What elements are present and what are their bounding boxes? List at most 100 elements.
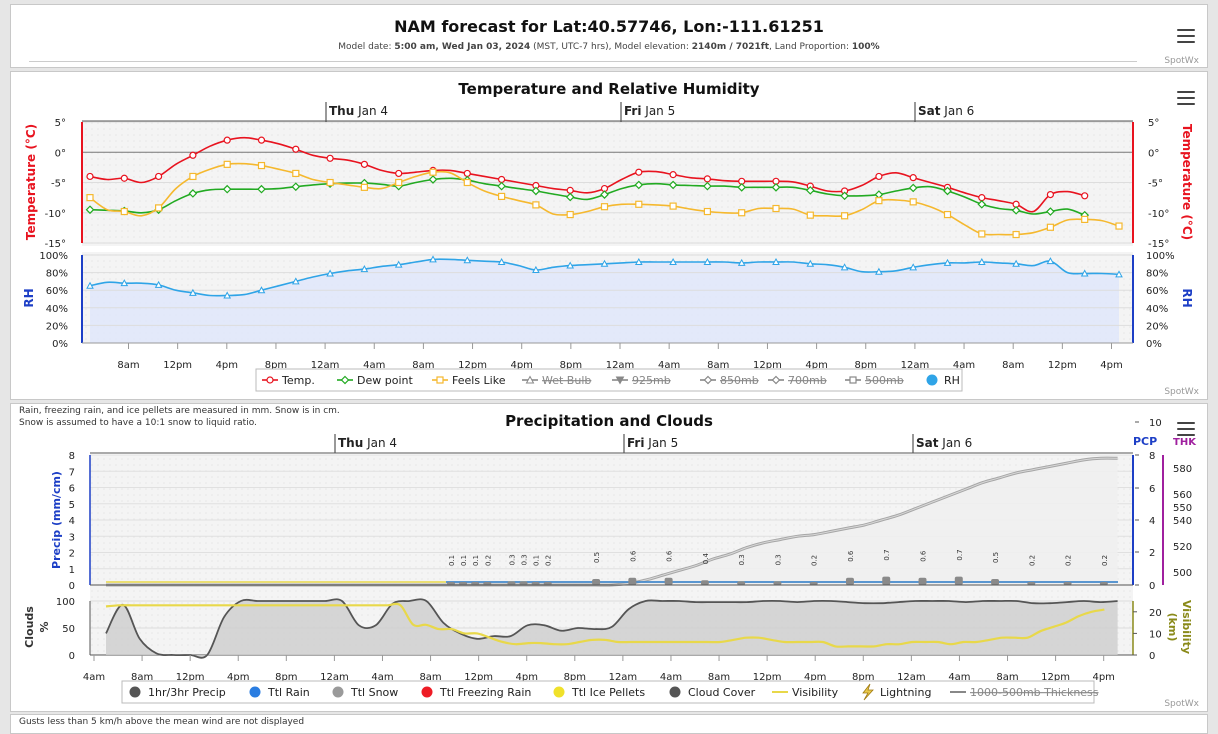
rh-point — [566, 261, 575, 269]
rh-point — [360, 265, 369, 273]
pcp-axis-title: PCP — [1133, 435, 1157, 448]
precip-bar-label: 0.3 — [774, 554, 782, 565]
model-elevation: 2140m / 7021ft — [691, 42, 770, 52]
legend-icon — [615, 376, 625, 385]
data-point — [120, 174, 128, 182]
legend-item[interactable]: 1hr/3hr Precip — [148, 686, 226, 699]
legend-icon — [669, 686, 681, 698]
rh-point — [463, 256, 472, 264]
x-tick-label: 8pm — [855, 360, 877, 371]
x-tick-label: 4pm — [805, 360, 827, 371]
rh-point — [669, 257, 677, 266]
footer-panel: Gusts less than 5 km/h above the mean wi… — [10, 714, 1208, 734]
header-menu-icon[interactable] — [1177, 29, 1195, 43]
data-point — [1081, 192, 1089, 200]
legend-item[interactable]: Visibility — [792, 686, 839, 699]
data-point — [668, 180, 678, 190]
legend-item[interactable]: 850mb — [720, 374, 759, 387]
legend-item[interactable]: Lightning — [880, 686, 931, 699]
legend-item[interactable]: Ttl Ice Pellets — [571, 686, 645, 699]
legend-icon — [249, 686, 261, 698]
legend-item[interactable]: Ttl Rain — [267, 686, 310, 699]
rh-tick-label: 100% — [39, 251, 68, 262]
precip-bar — [531, 582, 540, 585]
series-line-dew-point — [89, 177, 1085, 216]
header-divider — [29, 61, 1137, 62]
model-info: Model date: 5:00 am, Wed Jan 03, 2024 (M… — [11, 42, 1207, 52]
rh-point — [909, 263, 918, 271]
vis-tick-label: 0 — [1149, 651, 1155, 662]
data-point — [188, 189, 198, 198]
temp-tick-label-right: -10° — [1148, 209, 1169, 220]
legend-icon — [332, 686, 344, 698]
precip-bar — [737, 581, 746, 585]
precip-chart-credit: SpotWx — [1164, 699, 1199, 709]
precip-bar — [809, 582, 818, 585]
data-point — [257, 161, 266, 170]
x-tick-label: 12pm — [163, 360, 192, 371]
header-panel: NAM forecast for Lat:40.57746, Lon:-111.… — [10, 4, 1208, 68]
legend-box — [121, 680, 1095, 704]
legend-item[interactable]: Temp. — [281, 374, 315, 387]
precip-note-1: Rain, freezing rain, and ice pellets are… — [19, 406, 340, 416]
rh-point — [120, 279, 129, 287]
legend-item[interactable]: 700mb — [788, 374, 827, 387]
rh-point — [703, 257, 712, 266]
precip-tick-label: 8 — [69, 451, 75, 462]
legend-item[interactable]: 500mb — [865, 374, 904, 387]
temp-chart-menu-icon[interactable] — [1177, 91, 1195, 105]
x-tick-label: 8pm — [564, 672, 586, 683]
legend-item[interactable]: RH — [944, 374, 960, 387]
x-tick-label: 12pm — [1048, 360, 1077, 371]
x-tick-label: 4pm — [1092, 672, 1114, 683]
rh-tick-label: 60% — [46, 286, 68, 297]
cloud-axis-title-unit: % — [38, 621, 51, 632]
precip-bar — [773, 581, 782, 585]
thk-axis-title: THK — [1173, 437, 1197, 448]
legend-item[interactable]: Cloud Cover — [688, 686, 756, 699]
data-point — [1012, 230, 1020, 239]
data-point — [977, 199, 987, 209]
pcp-tick-label: 8 — [1149, 451, 1155, 462]
data-point — [395, 178, 403, 187]
legend-item[interactable]: 1000-500mb Thickness — [970, 686, 1099, 699]
legend-item[interactable]: Wet Bulb — [542, 374, 591, 387]
x-tick-label: 4pm — [804, 672, 826, 683]
x-tick-label: 8pm — [852, 672, 874, 683]
precip-bar — [447, 582, 455, 585]
temp-tick-label: -15° — [45, 239, 66, 250]
land-proportion: 100% — [851, 42, 880, 52]
data-point — [908, 183, 918, 193]
x-tick-label: 12am — [609, 672, 638, 683]
legend-item[interactable]: Ttl Freezing Rain — [439, 686, 531, 699]
legend-item[interactable]: Dew point — [357, 374, 413, 387]
precip-tick-label: 6 — [69, 484, 75, 495]
visibility-axis-title: Visibility — [1180, 600, 1193, 654]
legend-item[interactable]: Ttl Snow — [350, 686, 398, 699]
data-point — [1046, 191, 1055, 199]
x-tick-label: 8am — [131, 672, 153, 683]
legend-item[interactable]: 925mb — [632, 374, 671, 387]
rh-point — [497, 257, 506, 266]
thk-tick-label: 550 — [1173, 503, 1192, 514]
rh-area — [90, 259, 1119, 343]
legend-icon — [926, 374, 938, 386]
data-point — [85, 205, 95, 215]
rh-tick-label: 20% — [46, 321, 68, 332]
legend-icon — [553, 686, 565, 698]
precip-bar — [459, 582, 468, 585]
data-point — [909, 174, 917, 182]
precip-bar — [1063, 582, 1072, 585]
x-tick-label: 4pm — [1100, 360, 1122, 371]
legend-item[interactable]: Feels Like — [452, 374, 506, 387]
precip-chart-menu-icon[interactable] — [1177, 422, 1195, 436]
precip-bar-label: 0.3 — [508, 554, 516, 565]
land-label: , Land Proportion: — [769, 42, 852, 52]
rh-point — [1080, 269, 1089, 277]
data-point — [86, 194, 94, 202]
data-point — [189, 151, 197, 159]
x-tick-label: 8pm — [265, 360, 287, 371]
x-tick-label: 12pm — [1041, 672, 1070, 683]
x-tick-label: 12pm — [753, 672, 782, 683]
